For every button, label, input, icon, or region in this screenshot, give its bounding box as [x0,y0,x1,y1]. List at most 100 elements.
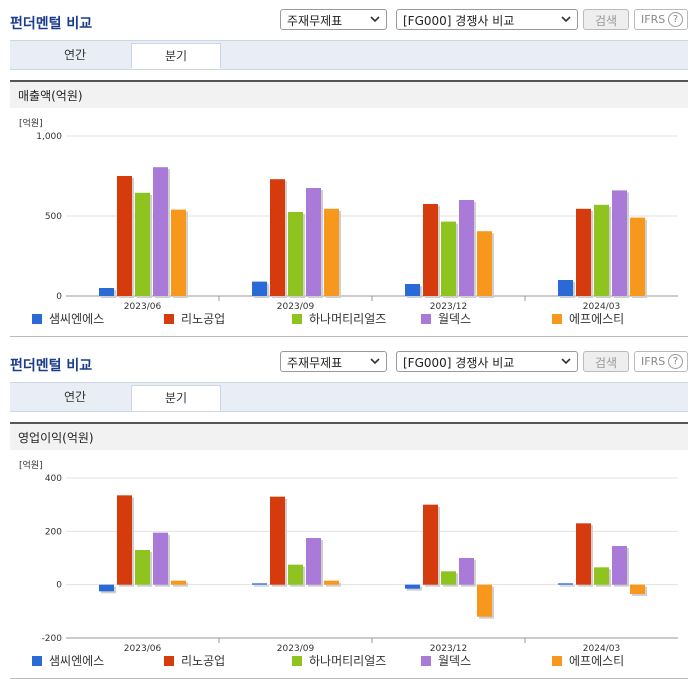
unit-label: [억원] [19,117,43,129]
y-tick-label: 0 [56,292,62,302]
bar-shadow [173,582,188,587]
y-tick-label: 0 [56,581,62,591]
statement-select-value: 주재무제표 [287,356,343,370]
legend-swatch [32,656,42,666]
ifrs-help-button[interactable]: IFRS ? [634,351,688,372]
ifrs-help-button[interactable]: IFRS ? [634,9,688,30]
divider [10,678,688,679]
x-tick-label: 2023/06 [124,644,162,654]
chevron-down-icon [370,16,380,23]
bar-shadow [254,585,269,587]
legend-item: 하나머티리얼즈 [292,312,386,326]
legend-label: 샘씨엔에스 [49,312,104,326]
bar [270,179,285,296]
legend-label: 샘씨엔에스 [49,654,104,668]
bar [153,532,168,585]
legend-item: 월덱스 [421,654,471,668]
y-tick-label: 200 [45,527,62,537]
legend-item: 샘씨엔에스 [32,312,104,326]
bar [594,204,609,296]
bar-shadow [407,586,422,591]
bar [630,217,645,296]
y-tick-label: -200 [42,634,63,644]
operating-income-chart: [억원] -200 0 200 400 2023/06 2023/09 2023/12 2024… [19,459,678,668]
bar [288,564,303,585]
statement-select[interactable]: 주재무제표 [280,351,387,372]
bar [405,584,420,589]
panel-title: 펀더멘털 비교 [10,16,93,32]
bar [117,176,132,296]
search-button[interactable]: 검색 [583,9,629,30]
chevron-down-icon [561,16,571,23]
ifrs-label: IFRS [641,355,666,368]
bar [576,208,591,296]
x-tick-label: 2023/12 [430,302,467,312]
divider [10,336,688,337]
bar [441,221,456,296]
operating-income-panel: 펀더멘털 비교 주재무제표 [FG000] 경쟁사 비교 검색 IFRS ? 연… [0,342,696,684]
legend-swatch [32,314,42,324]
bar [99,584,114,592]
chevron-down-icon [561,358,571,365]
bar [252,583,267,585]
bar [171,209,186,296]
period-tabs: 연간 분기 [10,40,688,70]
tab-annual[interactable]: 연간 [63,390,87,404]
bar [558,583,573,585]
help-icon: ? [668,12,683,27]
tab-quarterly[interactable]: 분기 [131,43,221,69]
period-tabs: 연간 분기 [10,382,688,412]
legend-label: 월덱스 [438,312,471,326]
x-tick-label: 2023/09 [277,644,315,654]
bar [477,584,492,617]
revenue-chart: [억원] 0 500 1,000 2023/06 2023/09 2023/12 2024/0… [19,117,678,326]
statement-select[interactable]: 주재무제표 [280,9,387,30]
legend-item: 에프에스티 [552,312,624,326]
bar [324,580,339,585]
legend-label: 리노공업 [181,654,225,668]
ifrs-label: IFRS [641,13,666,26]
legend-item: 하나머티리얼즈 [292,654,386,668]
legend-item: 리노공업 [164,654,225,668]
bar [405,284,420,296]
x-tick-label: 2023/06 [124,302,162,312]
statement-select-value: 주재무제표 [287,14,343,28]
bar [612,546,627,585]
bar-shadow [326,582,341,587]
bar [306,538,321,585]
legend-swatch [421,656,431,666]
bar [324,208,339,296]
y-tick-label: 500 [45,212,62,222]
legend-item: 샘씨엔에스 [32,654,104,668]
unit-label: [억원] [19,459,43,471]
bar [306,188,321,296]
bar [117,495,132,585]
bar [171,580,186,585]
peer-select[interactable]: [FG000] 경쟁사 비교 [396,351,578,372]
tab-annual[interactable]: 연간 [63,48,87,62]
legend-label: 에프에스티 [569,654,624,668]
bar [612,190,627,296]
chart-area: [억원] -200 0 200 400 2023/06 2023/09 2023/12 2024… [10,452,688,677]
chevron-down-icon [370,358,380,365]
legend-label: 하나머티리얼즈 [309,654,386,668]
bar [441,571,456,585]
search-button[interactable]: 검색 [583,351,629,372]
x-tick-label: 2024/03 [583,302,620,312]
bar [459,200,474,296]
peer-select-value: [FG000] 경쟁사 비교 [403,14,515,28]
legend-label: 월덱스 [438,654,471,668]
bar [459,558,474,585]
panel-title: 펀더멘털 비교 [10,358,93,374]
legend-label: 리노공업 [181,312,225,326]
peer-select[interactable]: [FG000] 경쟁사 비교 [396,9,578,30]
legend-item: 에프에스티 [552,654,624,668]
legend-swatch [552,314,562,324]
bar [423,204,438,296]
bar [99,288,114,296]
bar [270,496,285,585]
bar-shadow [560,585,575,587]
section-header: 영업이익(억원) [10,422,688,450]
tab-quarterly[interactable]: 분기 [131,385,221,411]
x-tick-label: 2023/12 [430,644,467,654]
